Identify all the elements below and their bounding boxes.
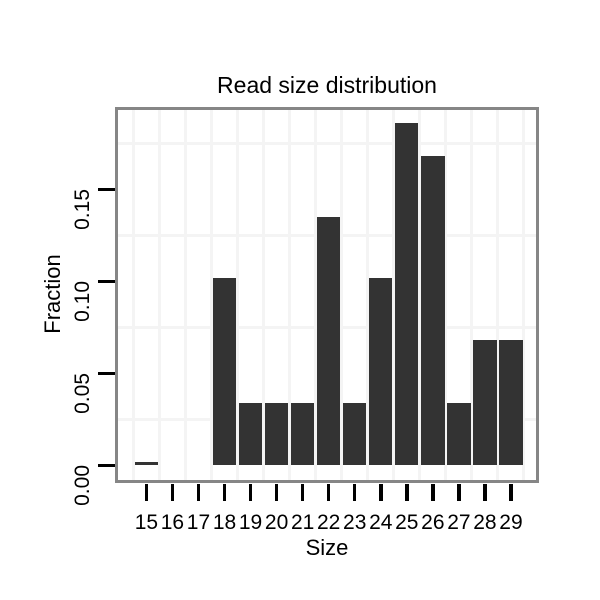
gridline-vertical-minor	[131, 110, 135, 480]
bar-size-20	[264, 402, 289, 466]
y-tick-label: 0.10	[71, 280, 94, 322]
bar-size-25	[395, 123, 419, 466]
gridline-vertical-minor	[262, 110, 266, 480]
bar-size-21	[290, 402, 315, 466]
y-axis-tick	[98, 463, 115, 468]
x-tick-label: 28	[473, 511, 497, 534]
x-tick-label: 20	[264, 511, 289, 534]
x-tick-label: 19	[238, 511, 263, 534]
x-axis-tick	[457, 484, 461, 501]
x-axis-tick	[300, 484, 305, 501]
gridline-vertical-minor	[314, 110, 318, 480]
x-axis-tick	[170, 484, 175, 501]
gridline-vertical-minor	[366, 110, 370, 480]
x-axis-tick	[509, 484, 513, 501]
x-tick-label: 24	[369, 511, 393, 534]
bar-size-27	[447, 402, 471, 466]
x-axis-tick	[196, 484, 201, 501]
gridline-vertical-minor	[418, 110, 422, 480]
x-axis-tick	[405, 484, 409, 501]
y-axis-tick	[98, 187, 115, 192]
gridline-vertical-minor	[236, 110, 240, 480]
y-axis-tick	[98, 371, 115, 376]
plot-area	[118, 110, 536, 480]
y-axis-title: Fraction	[40, 254, 65, 334]
x-tick-label: 16	[160, 511, 185, 534]
gridline-horizontal-minor	[118, 142, 536, 145]
y-tick-label: 0.00	[71, 464, 94, 506]
gridline-vertical-minor	[340, 110, 344, 480]
bar-size-15	[134, 461, 159, 466]
bar-size-22	[316, 217, 341, 466]
gridline-vertical-minor	[288, 110, 292, 480]
gridline-vertical-minor	[496, 110, 500, 480]
x-tick-label: 22	[316, 511, 341, 534]
y-tick-label: 0.05	[71, 372, 94, 414]
x-tick-label: 23	[343, 511, 367, 534]
bar-size-28	[473, 340, 497, 466]
x-tick-label: 27	[447, 511, 471, 534]
gridline-vertical-minor	[444, 110, 448, 480]
gridline-vertical-minor	[210, 110, 213, 480]
y-tick-label: 0.15	[71, 188, 94, 230]
x-tick-label: 18	[212, 511, 237, 534]
x-axis-tick	[248, 484, 253, 501]
x-tick-label: 15	[134, 511, 159, 534]
x-tick-label: 29	[499, 511, 523, 534]
bar-size-19	[238, 402, 263, 466]
x-axis-tick	[326, 484, 331, 501]
x-axis-tick	[483, 484, 487, 501]
bar-size-29	[499, 340, 523, 466]
gridline-vertical-minor	[392, 110, 396, 480]
x-tick-label: 26	[421, 511, 445, 534]
x-axis-tick	[222, 484, 227, 501]
x-axis-tick	[144, 484, 149, 501]
x-axis-tick	[379, 484, 383, 501]
x-axis-tick	[431, 484, 435, 501]
bar-size-24	[369, 277, 393, 466]
gridline-vertical-minor	[522, 110, 526, 480]
gridline-vertical-minor	[157, 110, 161, 480]
x-tick-label: 17	[186, 511, 211, 534]
x-axis-title: Size	[305, 535, 349, 560]
bar-size-18	[212, 277, 237, 466]
y-axis-tick	[98, 279, 115, 284]
x-axis-tick	[274, 484, 279, 501]
chart-title: Read size distribution	[217, 72, 437, 98]
x-tick-label: 21	[290, 511, 315, 534]
bar-size-23	[343, 402, 367, 466]
x-axis-tick	[352, 484, 357, 501]
x-tick-label: 25	[395, 511, 419, 534]
bar-size-26	[421, 156, 445, 466]
gridline-vertical-minor	[470, 110, 474, 480]
gridline-vertical-minor	[183, 110, 187, 480]
